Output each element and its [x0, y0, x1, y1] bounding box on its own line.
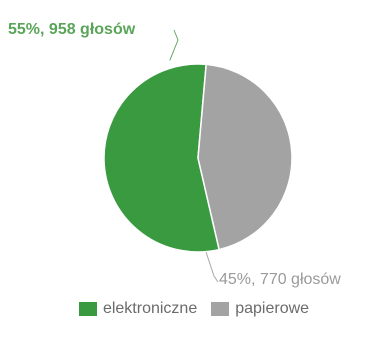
legend: elektroniczne papierowe	[0, 300, 388, 318]
legend-swatch-elektroniczne	[78, 302, 97, 316]
legend-label-papierowe: papierowe	[235, 300, 310, 317]
pie-slice-elektroniczne[interactable]	[103, 63, 221, 253]
data-label-papierowe: 45%, 770 głosów	[219, 271, 341, 288]
leader-line-elektroniczne	[169, 29, 179, 61]
legend-item-elektroniczne[interactable]: elektroniczne	[78, 300, 198, 318]
leader-line-papierowe	[205, 251, 219, 283]
pie-chart: 55%, 958 głosów 45%, 770 głosów	[8, 21, 341, 288]
data-label-elektroniczne: 55%, 958 głosów	[8, 21, 136, 38]
legend-swatch-papierowe	[211, 302, 230, 316]
pie-slice-papierowe[interactable]	[197, 63, 293, 251]
legend-label-elektroniczne: elektroniczne	[102, 300, 198, 317]
legend-item-papierowe[interactable]: papierowe	[211, 300, 309, 318]
